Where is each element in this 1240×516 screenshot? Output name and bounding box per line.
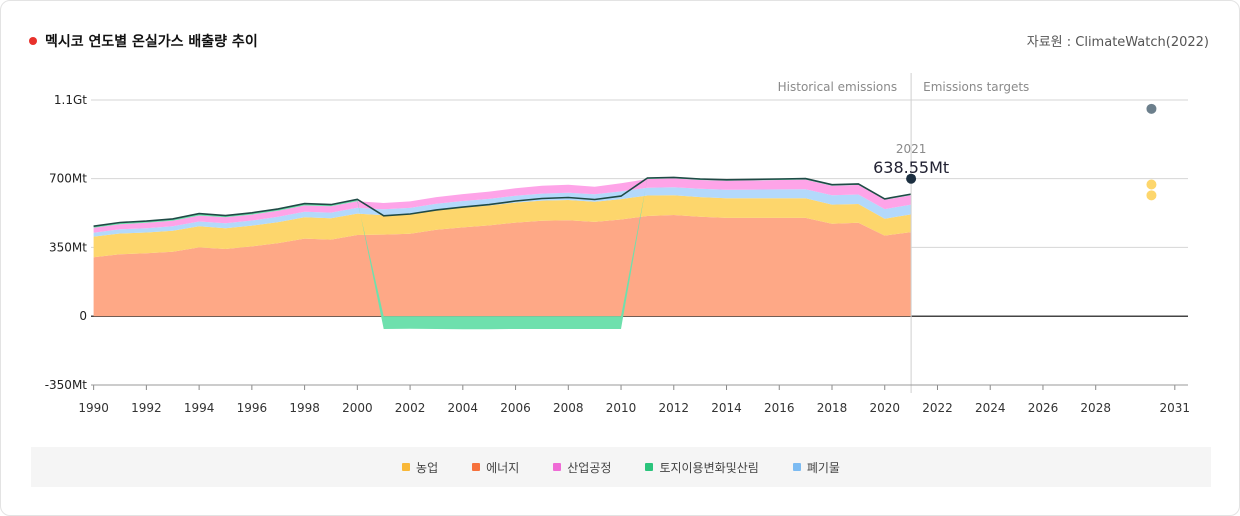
annotation-point [906, 173, 917, 184]
area-energy [93, 215, 912, 317]
annotation-year: 2021 [896, 142, 927, 156]
legend-label: 토지이용변화및산림 [659, 460, 759, 475]
legend-square-icon [645, 463, 654, 471]
total-emissions-line [93, 176, 912, 227]
x-tick-label: 2004 [448, 401, 479, 415]
chart-header: 멕시코 연도별 온실가스 배출량 추이 자료원 : ClimateWatch(2… [29, 31, 1209, 51]
x-tick-label: 2006 [500, 401, 531, 415]
x-tick-label: 2000 [342, 401, 373, 415]
x-tick-label: 1992 [131, 401, 162, 415]
legend-label: 산업공정 [567, 460, 612, 475]
annotation-value: 638.55Mt [873, 158, 949, 177]
legend-item[interactable]: 농업 [402, 459, 438, 476]
x-tick-label: 1998 [289, 401, 320, 415]
x-tick-label: 2018 [817, 401, 848, 415]
emissions-chart: 1.1Gt 700Mt 350Mt 0 -350Mt Historical emissio… [45, 73, 1191, 415]
area-agriculture [93, 195, 912, 258]
targets-section-label: Emissions targets [923, 80, 1029, 94]
target-point [1146, 103, 1157, 114]
legend-label: 농업 [416, 460, 439, 475]
x-tick-label: 2020 [869, 401, 900, 415]
target-point [1146, 190, 1157, 201]
x-tick-label: 2008 [553, 401, 584, 415]
x-tick-label: 2022 [922, 401, 953, 415]
y-tick-label: 350Mt [49, 240, 87, 254]
x-tick-label: 2028 [1080, 401, 1111, 415]
y-tick-label: 700Mt [49, 172, 87, 186]
legend-item[interactable]: 에너지 [472, 459, 519, 476]
x-tick-label: 2031 [1160, 401, 1191, 415]
x-tick-label: 2002 [395, 401, 426, 415]
x-tick-label: 2026 [1028, 401, 1059, 415]
y-tick-label: -350Mt [45, 378, 88, 392]
x-tick-label: 1990 [78, 401, 109, 415]
legend-square-icon [402, 463, 411, 471]
legend-item[interactable]: 산업공정 [553, 459, 611, 476]
chart-title: 멕시코 연도별 온실가스 배출량 추이 [45, 34, 258, 50]
y-tick-label: 1.1Gt [54, 93, 87, 107]
legend-square-icon [553, 463, 562, 471]
x-tick-label: 1996 [237, 401, 268, 415]
legend-square-icon [472, 463, 481, 471]
area-layers [93, 177, 912, 330]
legend-label: 에너지 [486, 460, 520, 475]
x-tick-label: 2012 [659, 401, 690, 415]
x-tick-label: 2014 [711, 401, 742, 415]
legend-item[interactable]: 폐기물 [792, 459, 840, 476]
legend-label: 폐기물 [806, 460, 840, 475]
legend-square-icon [792, 463, 801, 471]
legend-item[interactable]: 토지이용변화및산림 [645, 459, 759, 476]
y-tick-label: 0 [79, 309, 87, 323]
title-bullet-icon [29, 37, 37, 45]
x-tick-label: 2016 [764, 401, 795, 415]
data-source: 자료원 : ClimateWatch(2022) [1026, 35, 1209, 50]
x-tick-label: 2010 [606, 401, 637, 415]
chart-legend: 농업 에너지 산업공정 토지이용변화및산림 폐기물 [31, 447, 1211, 487]
x-tick-label: 2024 [975, 401, 1006, 415]
historical-section-label: Historical emissions [778, 80, 897, 94]
target-point [1146, 179, 1157, 190]
x-tick-label: 1994 [184, 401, 215, 415]
